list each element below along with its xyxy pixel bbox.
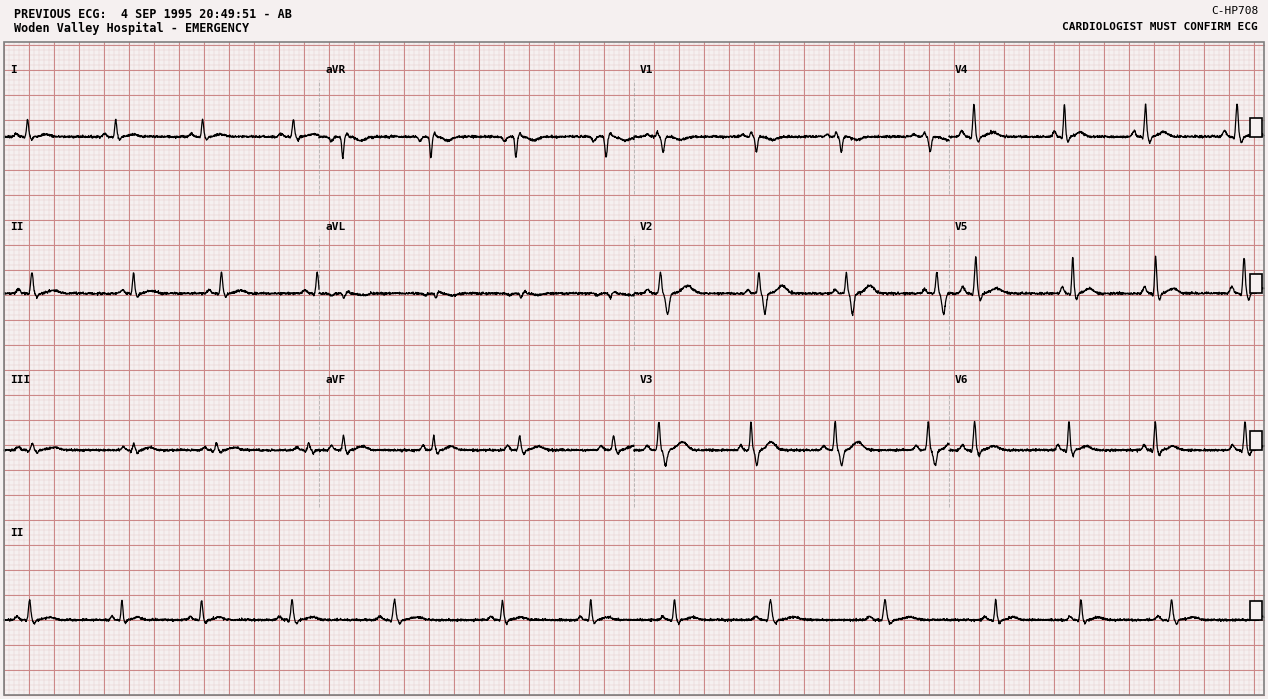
Bar [1250,117,1262,137]
Text: II: II [10,222,24,231]
Text: V6: V6 [955,375,969,385]
Text: V2: V2 [640,222,653,231]
Text: CARDIOLOGIST MUST CONFIRM ECG: CARDIOLOGIST MUST CONFIRM ECG [1063,22,1258,32]
Bar [1250,275,1262,294]
Text: V4: V4 [955,65,969,75]
Text: V5: V5 [955,222,969,231]
Text: I: I [10,65,16,75]
Text: aVR: aVR [325,65,345,75]
Text: aVL: aVL [325,222,345,231]
Text: V1: V1 [640,65,653,75]
Text: II: II [10,528,24,538]
Text: Woden Valley Hospital - EMERGENCY: Woden Valley Hospital - EMERGENCY [14,22,249,35]
Text: aVF: aVF [325,375,345,385]
Text: C-HP708: C-HP708 [1211,6,1258,16]
Text: PREVIOUS ECG:  4 SEP 1995 20:49:51 - AB: PREVIOUS ECG: 4 SEP 1995 20:49:51 - AB [14,8,292,21]
Bar [1250,431,1262,450]
Text: III: III [10,375,30,385]
Bar [1250,601,1262,620]
Text: V3: V3 [640,375,653,385]
